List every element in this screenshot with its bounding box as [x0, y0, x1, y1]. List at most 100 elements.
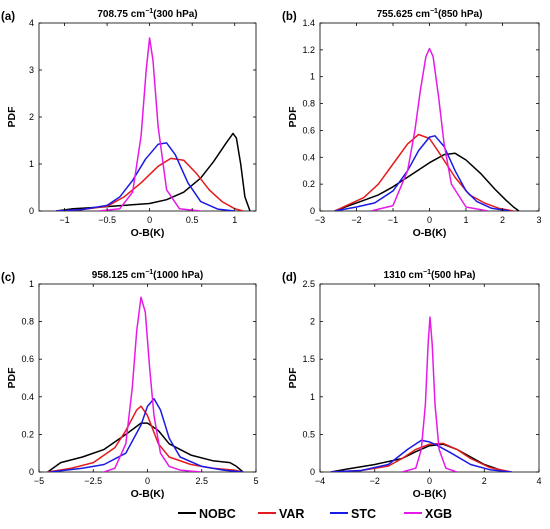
y-tick-label: 0 — [29, 206, 34, 216]
y-tick-label: 1.2 — [302, 45, 315, 55]
y-tick-label: 0.4 — [302, 152, 315, 162]
legend-item-var: VAR — [258, 507, 304, 521]
y-axis-label: PDF — [6, 367, 18, 389]
y-tick-label: 0.5 — [302, 429, 315, 439]
x-tick-label: 0.5 — [186, 215, 199, 225]
x-tick-label: −2 — [370, 476, 380, 486]
panel-title-main: 755.625 cm — [377, 9, 430, 20]
y-tick-label: 0.2 — [302, 179, 315, 189]
series-line-xgb — [401, 316, 458, 472]
panel-b: −3 −2 −1 0 1 2 3 0 0.2 0.4 0.6 0.8 1 1.2 1.4 755.625 cm… — [282, 8, 542, 239]
panel-title-main: 1310 cm — [384, 270, 424, 281]
y-tick-label: 2 — [29, 112, 34, 122]
panel-title-sup: −1 — [423, 269, 431, 276]
panel-label: (c) — [1, 272, 15, 284]
x-tick-label: 5 — [253, 476, 258, 486]
plot-frame — [38, 283, 257, 473]
panel-title-main: 958.125 cm — [92, 270, 145, 281]
y-tick-label: 0 — [310, 206, 315, 216]
y-tick-label: 0.8 — [302, 99, 315, 109]
series-line-var — [55, 157, 244, 211]
series-line-stc — [55, 142, 235, 211]
x-tick-label: −1 — [388, 215, 398, 225]
panel-title-tail: (300 hPa) — [153, 9, 197, 20]
x-tick-label: −2.5 — [84, 476, 102, 486]
panel-title: 708.75 cm−1(300 hPa) — [97, 8, 197, 20]
y-tick-label: 0.6 — [21, 354, 34, 364]
legend-item-nobc: NOBC — [178, 507, 236, 521]
y-tick-label: 1 — [29, 279, 34, 289]
x-tick-label: −3 — [315, 215, 325, 225]
series-line-nobc — [47, 422, 244, 472]
y-tick-label: 0.8 — [21, 317, 34, 327]
x-axis-label: O-B(K) — [413, 227, 447, 239]
legend-label: VAR — [279, 507, 304, 521]
y-tick-label: 2.5 — [302, 279, 315, 289]
legend-label: STC — [351, 507, 376, 521]
x-tick-label: 0 — [147, 215, 152, 225]
series-line-xgb — [98, 37, 201, 211]
x-tick-label: 3 — [536, 215, 541, 225]
x-tick-label: 1 — [463, 215, 468, 225]
x-tick-label: −1 — [59, 215, 69, 225]
x-tick-label: 4 — [536, 476, 541, 486]
legend-item-stc: STC — [330, 507, 376, 521]
x-tick-label: −0.5 — [98, 215, 116, 225]
panel-title-sup: −1 — [145, 269, 153, 276]
panel-title: 1310 cm−1(500 hPa) — [384, 269, 476, 281]
panel-title-tail: (850 hPa) — [438, 9, 482, 20]
y-tick-label: 0 — [29, 467, 34, 477]
y-tick-label: 0.4 — [21, 392, 34, 402]
series-line-nobc — [330, 443, 507, 472]
x-tick-label: 0 — [427, 215, 432, 225]
x-tick-label: 0 — [145, 476, 150, 486]
plot-frame — [319, 22, 540, 212]
y-tick-label: 0 — [310, 467, 315, 477]
panel-title-tail: (1000 hPa) — [153, 270, 203, 281]
y-tick-label: 3 — [29, 65, 34, 75]
panel-title-sup: −1 — [145, 8, 153, 15]
y-tick-label: 1.4 — [302, 18, 315, 28]
x-tick-label: 2.5 — [195, 476, 208, 486]
y-axis-label: PDF — [287, 367, 299, 389]
y-axis-label: PDF — [287, 106, 299, 128]
panel-title-sup: −1 — [430, 8, 438, 15]
panel-title: 958.125 cm−1(1000 hPa) — [92, 269, 203, 281]
y-tick-label: 1 — [310, 392, 315, 402]
y-tick-label: 1 — [29, 159, 34, 169]
y-tick-label: 1 — [310, 72, 315, 82]
panel-title-main: 708.75 cm — [97, 9, 145, 20]
panel-label: (a) — [1, 11, 15, 23]
x-tick-label: 2 — [500, 215, 505, 225]
y-axis-label: PDF — [6, 106, 18, 128]
series-line-stc — [49, 397, 244, 472]
series-line-xgb — [103, 296, 202, 472]
legend-label: XGB — [425, 507, 452, 521]
x-tick-label: 1 — [232, 215, 237, 225]
legend: NOBC VAR STC XGB — [178, 507, 452, 521]
x-tick-label: −2 — [351, 215, 361, 225]
legend-item-xgb: XGB — [404, 507, 452, 521]
y-tick-label: 0.6 — [302, 125, 315, 135]
legend-label: NOBC — [199, 507, 236, 521]
series-line-nobc — [334, 152, 520, 211]
panel-title-tail: (500 hPa) — [431, 270, 475, 281]
series-line-var — [330, 442, 512, 472]
series-line-xgb — [370, 47, 489, 211]
y-tick-label: 4 — [29, 18, 34, 28]
x-tick-label: −4 — [315, 476, 325, 486]
x-axis-label: O-B(K) — [131, 488, 165, 500]
y-tick-label: 2 — [310, 317, 315, 327]
series-line-stc — [334, 135, 510, 211]
x-axis-label: O-B(K) — [131, 227, 165, 239]
x-tick-label: 0 — [427, 476, 432, 486]
panel-c: −5 −2.5 0 2.5 5 0 0.2 0.4 0.6 0.8 1 958.125 cm−1(10… — [1, 269, 259, 500]
plot-frame — [319, 283, 540, 473]
x-tick-label: −5 — [34, 476, 44, 486]
panel-label: (b) — [282, 11, 297, 23]
series-line-var — [334, 133, 514, 211]
series-line-stc — [330, 439, 512, 472]
